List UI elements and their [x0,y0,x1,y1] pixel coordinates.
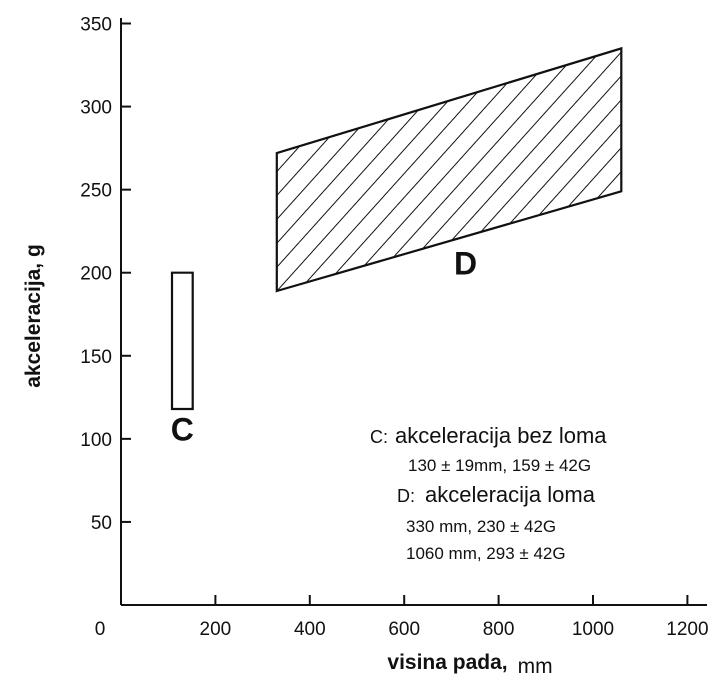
legend-entry-c: C: akceleracija bez loma [370,423,607,448]
y-tick-label: 150 [80,347,112,368]
x-tick-label: 1200 [666,619,708,640]
legend-entry-d: D: akceleracija loma [397,482,596,507]
legend-entry-c-text: akceleracija bez loma [395,423,607,448]
x-tick-label: 600 [388,619,420,640]
x-axis-title-label: visina pada, [387,651,507,674]
x-tick-label: 200 [200,619,232,640]
region-label-d: D [454,245,477,281]
plot-regions: CD [170,46,623,448]
x-tick-label: 800 [483,619,515,640]
region-c [170,271,194,411]
region-d [275,46,623,293]
region-label-c: C [171,412,194,448]
legend-entry-d-prefix: D: [397,486,415,506]
y-axis: 50 100 150 200 250 300 350 [80,15,131,605]
y-tick-label: 250 [80,181,112,202]
legend-entry-d-detail-2: 1060 mm, 293 ± 42G [406,544,566,563]
x-axis-title-unit: mm [518,655,553,678]
x-tick-label: 0 [95,619,106,640]
y-tick-label: 200 [80,264,112,285]
y-tick-label: 100 [80,430,112,451]
legend-entry-d-detail-1: 330 mm, 230 ± 42G [406,517,556,536]
x-axis-title: visina pada, mm [387,651,552,678]
y-axis-title: akceleracija, g [22,244,45,388]
y-tick-label: 50 [91,513,112,534]
legend-entry-c-detail: 130 ± 19mm, 159 ± 42G [408,456,591,475]
legend-entry-c-prefix: C: [370,427,388,447]
x-tick-label: 1000 [572,619,614,640]
legend: C: akceleracija bez loma 130 ± 19mm, 159… [370,423,607,563]
y-tick-label: 300 [80,98,112,119]
x-axis: 0 200 400 600 800 1000 1200 [95,595,709,640]
legend-entry-d-text: akceleracija loma [425,482,596,507]
x-tick-label: 400 [294,619,326,640]
y-tick-label: 350 [80,15,112,36]
